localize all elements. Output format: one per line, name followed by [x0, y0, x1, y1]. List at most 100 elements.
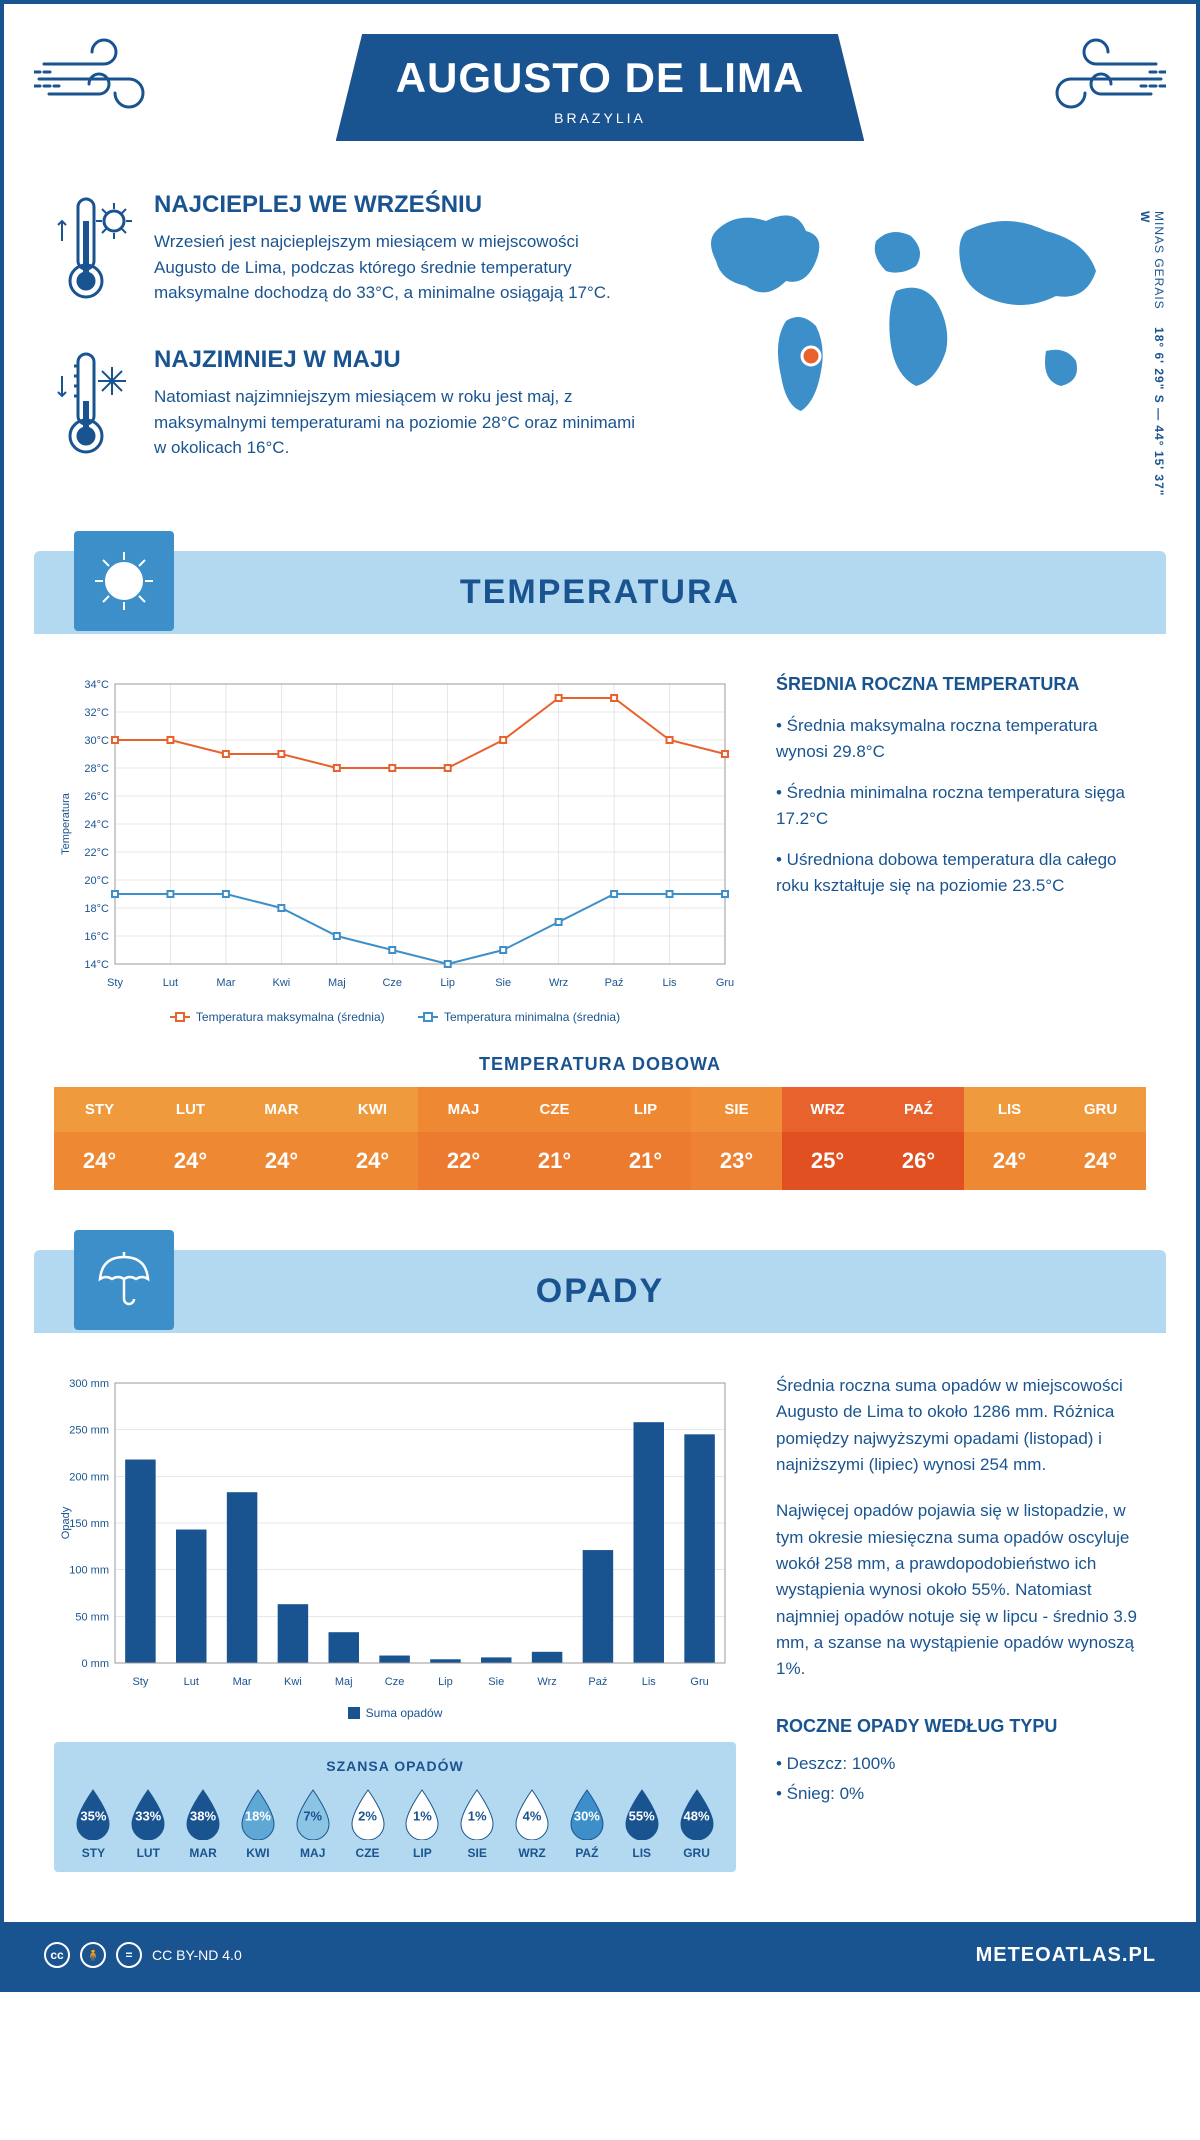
daily-value: 24° [54, 1132, 145, 1190]
svg-text:Mar: Mar [233, 1676, 252, 1688]
svg-text:0 mm: 0 mm [82, 1658, 110, 1670]
svg-text:24°C: 24°C [84, 819, 109, 831]
drop-icon: 30% [565, 1786, 609, 1840]
chance-value: 33% [135, 1808, 161, 1823]
drop-icon: 1% [455, 1786, 499, 1840]
warmest-block: NAJCIEPLEJ WE WRZEŚNIU Wrzesień jest naj… [54, 191, 636, 316]
drop-icon: 38% [181, 1786, 225, 1840]
precipitation-title: OPADY [34, 1272, 1166, 1311]
chance-value: 7% [303, 1808, 322, 1823]
svg-text:100 mm: 100 mm [69, 1565, 109, 1577]
world-map-icon [666, 191, 1146, 431]
chance-col: 33% LUT [121, 1786, 176, 1860]
svg-text:Wrz: Wrz [549, 977, 568, 989]
umbrella-icon [74, 1230, 174, 1330]
precip-type-item: • Śnieg: 0% [776, 1781, 1146, 1807]
svg-text:250 mm: 250 mm [69, 1425, 109, 1437]
coldest-text: Natomiast najzimniejszym miesiącem w rok… [154, 384, 636, 461]
svg-text:150 mm: 150 mm [69, 1518, 109, 1530]
thermometer-hot-icon [54, 191, 134, 316]
svg-text:Sie: Sie [495, 977, 511, 989]
world-map-box: MINAS GERAIS 18° 6' 29" S — 44° 15' 37" … [666, 191, 1146, 501]
precip-types-heading: ROCZNE OPADY WEDŁUG TYPU [776, 1713, 1146, 1741]
legend-min-label: Temperatura minimalna (średnia) [444, 1010, 620, 1024]
drop-icon: 33% [126, 1786, 170, 1840]
daily-value: 24° [236, 1132, 327, 1190]
chance-month: STY [66, 1846, 121, 1860]
svg-text:Lip: Lip [440, 977, 455, 989]
svg-text:Sie: Sie [488, 1676, 504, 1688]
chance-month: LUT [121, 1846, 176, 1860]
daily-value: 24° [1055, 1132, 1146, 1190]
chance-value: 1% [468, 1808, 487, 1823]
svg-text:Gru: Gru [716, 977, 734, 989]
chance-month: LIP [395, 1846, 450, 1860]
warmest-text: Wrzesień jest najcieplejszym miesiącem w… [154, 229, 636, 306]
chance-value: 30% [574, 1808, 600, 1823]
daily-value: 23° [691, 1132, 782, 1190]
daily-col: MAR 24° [236, 1087, 327, 1190]
chance-month: PAŹ [559, 1846, 614, 1860]
daily-month: MAR [236, 1087, 327, 1132]
daily-col: LIS 24° [964, 1087, 1055, 1190]
chance-col: 4% WRZ [505, 1786, 560, 1860]
drop-icon: 7% [291, 1786, 335, 1840]
warmest-heading: NAJCIEPLEJ WE WRZEŚNIU [154, 191, 636, 219]
svg-text:Paź: Paź [605, 977, 624, 989]
svg-text:Cze: Cze [382, 977, 402, 989]
chance-value: 18% [245, 1808, 271, 1823]
precipitation-legend: Suma opadów [54, 1706, 736, 1722]
daily-col: PAŹ 26° [873, 1087, 964, 1190]
chance-month: MAR [176, 1846, 231, 1860]
svg-text:Lut: Lut [184, 1676, 199, 1688]
svg-text:Kwi: Kwi [284, 1676, 302, 1688]
svg-text:Opady: Opady [60, 1506, 72, 1539]
precipitation-summary: Średnia roczna suma opadów w miejscowośc… [776, 1373, 1146, 1872]
chance-value: 35% [80, 1808, 106, 1823]
svg-text:Lis: Lis [642, 1676, 657, 1688]
temp-bullet: • Średnia maksymalna roczna temperatura … [776, 713, 1146, 764]
drop-icon: 1% [400, 1786, 444, 1840]
legend-precip-label: Suma opadów [366, 1706, 443, 1720]
precip-p2: Najwięcej opadów pojawia się w listopadz… [776, 1498, 1146, 1682]
daily-month: SIE [691, 1087, 782, 1132]
svg-text:50 mm: 50 mm [75, 1611, 109, 1623]
chance-value: 48% [684, 1808, 710, 1823]
daily-value: 24° [964, 1132, 1055, 1190]
chance-box: SZANSA OPADÓW 35% STY 33% LUT 38% MAR 18… [54, 1742, 736, 1872]
svg-text:Maj: Maj [335, 1676, 353, 1688]
title-banner: AUGUSTO DE LIMA BRAZYLIA [336, 34, 865, 141]
sun-icon [74, 531, 174, 631]
daily-month: WRZ [782, 1087, 873, 1132]
svg-text:26°C: 26°C [84, 791, 109, 803]
chance-month: LIS [614, 1846, 669, 1860]
daily-temp-title: TEMPERATURA DOBOWA [54, 1054, 1146, 1075]
daily-col: STY 24° [54, 1087, 145, 1190]
footer: cc 🧍 = CC BY-ND 4.0 METEOATLAS.PL [4, 1922, 1196, 1988]
avg-temp-heading: ŚREDNIA ROCZNA TEMPERATURA [776, 674, 1146, 695]
svg-text:34°C: 34°C [84, 679, 109, 691]
svg-text:22°C: 22°C [84, 847, 109, 859]
daily-month: LIP [600, 1087, 691, 1132]
page-subtitle: BRAZYLIA [396, 110, 805, 126]
daily-value: 25° [782, 1132, 873, 1190]
site-name: METEOATLAS.PL [976, 1944, 1156, 1967]
daily-col: LUT 24° [145, 1087, 236, 1190]
svg-text:30°C: 30°C [84, 735, 109, 747]
chance-value: 38% [190, 1808, 216, 1823]
daily-col: CZE 21° [509, 1087, 600, 1190]
daily-col: MAJ 22° [418, 1087, 509, 1190]
precipitation-section-header: OPADY [34, 1250, 1166, 1333]
chance-month: GRU [669, 1846, 724, 1860]
svg-text:Mar: Mar [216, 977, 235, 989]
precipitation-chart: 0 mm50 mm100 mm150 mm200 mm250 mm300 mmS… [54, 1373, 736, 1872]
chance-value: 2% [358, 1808, 377, 1823]
drop-icon: 48% [675, 1786, 719, 1840]
svg-text:Temperatura: Temperatura [60, 792, 72, 855]
daily-month: GRU [1055, 1087, 1146, 1132]
daily-col: LIP 21° [600, 1087, 691, 1190]
daily-col: SIE 23° [691, 1087, 782, 1190]
daily-value: 22° [418, 1132, 509, 1190]
daily-month: LUT [145, 1087, 236, 1132]
daily-month: MAJ [418, 1087, 509, 1132]
